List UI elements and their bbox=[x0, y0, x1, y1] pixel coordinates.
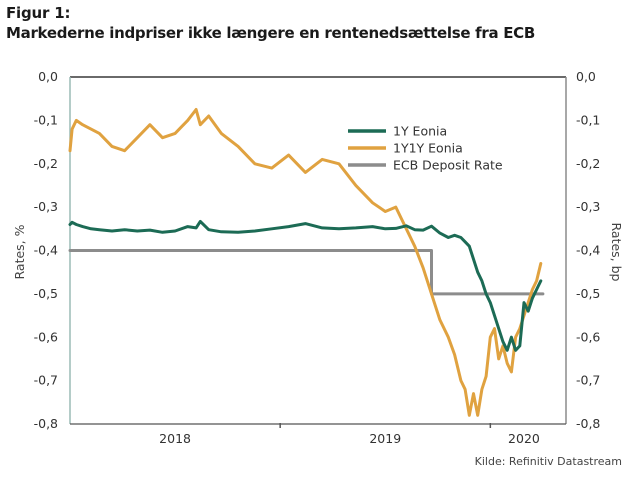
figure-title: Markederne indpriser ikke længere en ren… bbox=[6, 24, 535, 42]
x-tick-label: 2019 bbox=[369, 431, 401, 446]
plot-frame bbox=[69, 76, 567, 425]
y-tick-label-right: -0,8 bbox=[576, 416, 600, 431]
y-tick-label-right: -0,3 bbox=[576, 199, 600, 214]
y-tick-label-left: -0,6 bbox=[34, 329, 58, 344]
source-note: Kilde: Refinitiv Datastream bbox=[475, 455, 622, 468]
y-axis-title-right: Rates, bp bbox=[609, 223, 624, 282]
figure-label: Figur 1: bbox=[6, 4, 71, 22]
y-tick-label-right: -0,2 bbox=[576, 156, 600, 171]
y-tick-label-right: -0,1 bbox=[576, 112, 600, 127]
y-tick-label-right: -0,7 bbox=[576, 373, 600, 388]
y-tick-label-right: -0,4 bbox=[576, 243, 600, 258]
legend-label: 1Y1Y Eonia bbox=[393, 141, 463, 156]
y-tick-label-left: -0,1 bbox=[34, 112, 58, 127]
y-axis-left: 0,0 -0,1 -0,2 -0,3 -0,4 -0,5 -0,6 -0,7 -0,8 bbox=[34, 69, 58, 431]
y-tick-label-right: -0,6 bbox=[576, 329, 600, 344]
series-group bbox=[68, 108, 545, 417]
x-tick-label: 2020 bbox=[508, 431, 540, 446]
series-line-1y-eonia bbox=[68, 219, 543, 352]
y-axis-right: 0,0 -0,1 -0,2 -0,3 -0,4 -0,5 -0,6 -0,7 -0,8 bbox=[576, 69, 600, 431]
x-tick-label: 2018 bbox=[159, 431, 191, 446]
y-tick-label-right: 0,0 bbox=[576, 69, 596, 84]
y-tick-label-left: -0,3 bbox=[34, 199, 58, 214]
legend-label: 1Y Eonia bbox=[393, 124, 447, 139]
legend: 1Y Eonia 1Y1Y Eonia ECB Deposit Rate bbox=[348, 124, 503, 173]
y-tick-label-left: -0,8 bbox=[34, 416, 58, 431]
y-tick-label-right: -0,5 bbox=[576, 286, 600, 301]
series-line-1y1y-eonia bbox=[68, 108, 543, 417]
y-axis-title-left: Rates, % bbox=[12, 224, 27, 279]
x-axis: 2018 2019 2020 bbox=[159, 423, 540, 446]
y-tick-label-left: -0,5 bbox=[34, 286, 58, 301]
legend-label: ECB Deposit Rate bbox=[393, 158, 503, 173]
y-tick-label-left: -0,4 bbox=[34, 243, 58, 258]
y-tick-label-left: 0,0 bbox=[38, 69, 58, 84]
y-tick-label-left: -0,7 bbox=[34, 373, 58, 388]
y-tick-label-left: -0,2 bbox=[34, 156, 58, 171]
